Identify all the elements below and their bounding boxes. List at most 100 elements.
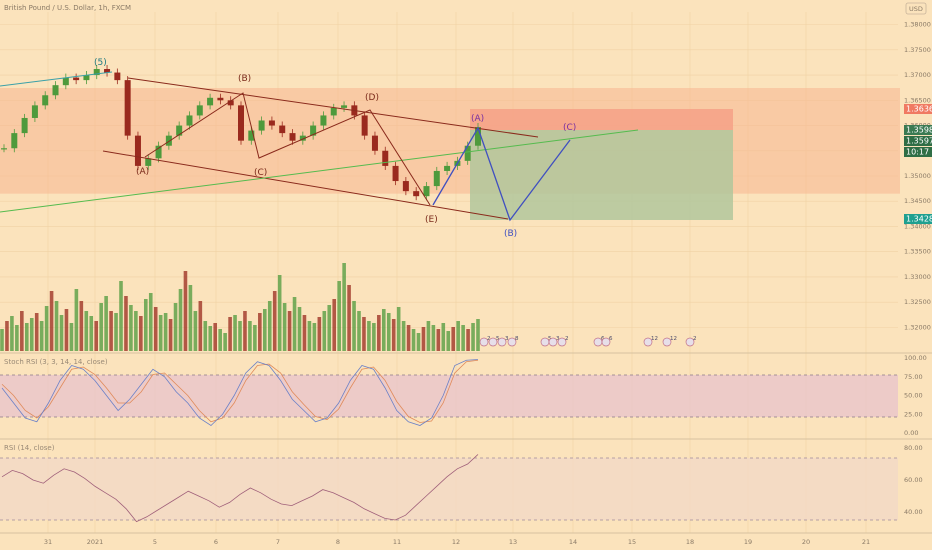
event-badge-count: 3 [556, 336, 560, 342]
candle-body [371, 135, 378, 151]
stoch-d-line [1, 359, 479, 423]
event-badge-icon[interactable] [548, 337, 558, 347]
volume-bar [436, 329, 441, 351]
candle-body [361, 115, 368, 136]
event-badge-icon[interactable] [557, 337, 567, 347]
price-tick-label: 1.37000 [904, 71, 931, 79]
event-badge-icon[interactable] [685, 337, 695, 347]
volume-bar [287, 311, 292, 351]
time-tick-label: 13 [509, 538, 517, 546]
candle-body [392, 165, 399, 182]
projection-label-c: (C) [563, 123, 576, 133]
svg-text:1.35982: 1.35982 [906, 126, 932, 135]
volume-bar [446, 331, 451, 351]
lower-channel-line[interactable] [102, 150, 509, 220]
price-badge: 1.35982 [904, 125, 932, 135]
projection-label-a: (A) [471, 114, 484, 124]
volume-bar [476, 319, 480, 351]
volume-bar [104, 296, 108, 351]
volume-bar [367, 321, 371, 351]
volume-bar [218, 329, 222, 351]
candle-body [11, 133, 18, 149]
candle-body [268, 120, 275, 126]
currency-label[interactable]: USD [909, 5, 923, 13]
wave-a-e-path[interactable] [144, 92, 431, 206]
event-badge-count: 8 [515, 336, 519, 342]
volume-bar [143, 299, 148, 351]
stoch-panel-title: Stoch RSI (3, 3, 14, 14, close) [4, 358, 108, 366]
volume-bar [79, 301, 84, 351]
candle-body [248, 130, 255, 141]
currency-box[interactable] [905, 2, 927, 15]
volume-bar [337, 281, 341, 351]
volume-bar [89, 316, 94, 351]
projection-path[interactable] [432, 126, 571, 222]
volume-bar [168, 319, 173, 351]
teal-trendline[interactable] [0, 71, 113, 87]
volume-bar [208, 326, 213, 351]
volume-bar [327, 305, 332, 351]
volume-bar [153, 307, 158, 351]
volume-bar [124, 296, 128, 351]
event-badge-icon[interactable] [643, 337, 653, 347]
volume-bar [0, 329, 4, 351]
volume-bar [381, 309, 386, 351]
stoch-axis: 100.00 75.00 50.00 25.00 0.00 [904, 354, 927, 437]
wave-label-c: (C) [254, 168, 267, 178]
volume-bar [317, 317, 322, 351]
event-badge-icon[interactable] [601, 337, 611, 347]
volume-bar [203, 321, 208, 351]
volume-bar [426, 321, 431, 351]
wave-label-e: (E) [425, 215, 438, 225]
event-badge-icon[interactable] [507, 337, 517, 347]
stoch-tick-label: 50.00 [904, 392, 923, 400]
volume-bar [20, 311, 24, 351]
candle-body [73, 77, 80, 81]
rsi-line [1, 454, 479, 523]
volume-bar [114, 313, 118, 351]
volume-bar [49, 291, 54, 351]
candle-body [227, 100, 234, 106]
time-tick-label: 8 [336, 538, 340, 546]
event-badge-count: 2 [565, 336, 569, 342]
volume-bar [411, 329, 416, 351]
volume-bar [10, 316, 14, 351]
candle-body [299, 135, 306, 141]
volume-bar [272, 291, 277, 351]
volume-bar [5, 321, 9, 351]
volume-bar [347, 285, 351, 351]
candle-body [207, 97, 214, 106]
upper-channel-line[interactable] [127, 77, 539, 138]
event-badge-icon[interactable] [662, 337, 672, 347]
price-tick-label: 1.32000 [904, 323, 931, 331]
svg-text:1.36360: 1.36360 [906, 105, 932, 114]
rsi-axis: 80.00 60.00 40.00 [904, 444, 923, 516]
event-badge-icon[interactable] [488, 337, 498, 347]
stoch-tick-label: 100.00 [904, 354, 927, 362]
volume-bar [94, 321, 99, 351]
volume-bar [238, 321, 242, 351]
rsi-tick-label: 80.00 [904, 444, 923, 452]
stop-loss-zone [470, 109, 733, 130]
time-tick-label: 6 [214, 538, 218, 546]
volume-bar [74, 289, 79, 351]
volume-bar [198, 301, 203, 351]
volume-bar [406, 325, 411, 351]
event-badge-icon[interactable] [479, 337, 489, 347]
svg-text:1.34286: 1.34286 [906, 215, 932, 224]
volume-bar [302, 315, 307, 351]
event-badge-count: 12 [670, 336, 677, 342]
price-tick-label: 1.36500 [904, 96, 931, 104]
volume-bar [243, 311, 247, 351]
time-axis[interactable]: 31 2021 5 6 7 8 11 12 13 14 15 18 19 20 21 [44, 538, 870, 546]
economic-events-row[interactable]: 2 5 3 8 5 3 2 6 6 12 12 2 [479, 336, 697, 347]
candle-body [155, 145, 162, 159]
volume-bar [163, 313, 168, 351]
candle-body [258, 120, 265, 131]
candle-body [382, 150, 389, 166]
volume-bar [24, 323, 29, 351]
event-badge-icon[interactable] [497, 337, 507, 347]
green-trendline[interactable] [0, 129, 639, 213]
volume-bar [292, 297, 297, 351]
